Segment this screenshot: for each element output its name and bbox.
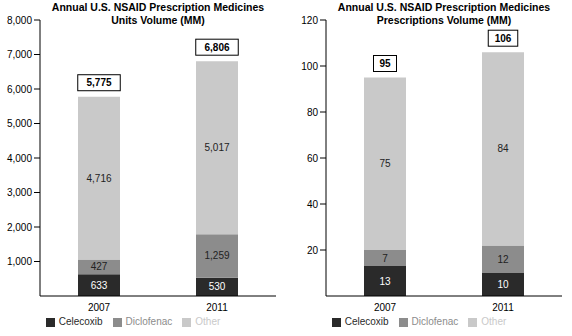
svg-text:106: 106 <box>495 33 512 44</box>
svg-text:8,000: 8,000 <box>8 15 32 26</box>
svg-text:2007: 2007 <box>88 302 111 313</box>
svg-text:75: 75 <box>379 158 391 169</box>
html-text:Diclofenac: Diclofenac <box>125 316 173 327</box>
svg-text:6,806: 6,806 <box>204 42 229 53</box>
html-text:Annual U.S. NSAID Prescription: Annual U.S. NSAID Prescription Medicines… <box>337 1 551 26</box>
svg-text:12: 12 <box>497 254 509 265</box>
html-text:Other: Other <box>195 316 221 327</box>
svg-text:10: 10 <box>497 279 509 290</box>
svg-text:100: 100 <box>301 61 318 72</box>
svg-text:80: 80 <box>307 107 319 118</box>
svg-text:1,000: 1,000 <box>8 256 32 267</box>
svg-text:84: 84 <box>497 143 509 154</box>
svg-text:5,775: 5,775 <box>86 77 111 88</box>
svg-text:2,000: 2,000 <box>8 222 32 233</box>
svg-text:95: 95 <box>379 58 391 69</box>
svg-text:5,000: 5,000 <box>8 118 32 129</box>
svg-text:13: 13 <box>379 276 391 287</box>
svg-text:1,259: 1,259 <box>204 250 229 261</box>
svg-text:4,716: 4,716 <box>86 173 111 184</box>
svg-text:2011: 2011 <box>492 302 514 313</box>
html-text:Annual U.S. NSAID Prescription: Annual U.S. NSAID Prescription Medicines… <box>51 1 265 26</box>
svg-text:4,000: 4,000 <box>8 153 32 164</box>
html-text:Celecoxib: Celecoxib <box>344 316 389 327</box>
svg-text:7,000: 7,000 <box>8 49 32 60</box>
svg-text:2007: 2007 <box>374 302 397 313</box>
svg-text:427: 427 <box>91 261 108 272</box>
svg-text:20: 20 <box>307 245 319 256</box>
svg-text:60: 60 <box>307 153 319 164</box>
html-text:Celecoxib: Celecoxib <box>58 316 103 327</box>
svg-text:5,017: 5,017 <box>204 142 229 153</box>
svg-text:7: 7 <box>382 253 388 264</box>
svg-text:120: 120 <box>301 15 318 26</box>
html-text:Other: Other <box>481 316 507 327</box>
html-text:Diclofenac: Diclofenac <box>411 316 459 327</box>
svg-text:633: 633 <box>91 280 108 291</box>
svg-text:530: 530 <box>209 281 226 292</box>
svg-text:40: 40 <box>307 199 319 210</box>
svg-text:3,000: 3,000 <box>8 187 32 198</box>
svg-text:6,000: 6,000 <box>8 84 32 95</box>
svg-text:2011: 2011 <box>206 302 228 313</box>
